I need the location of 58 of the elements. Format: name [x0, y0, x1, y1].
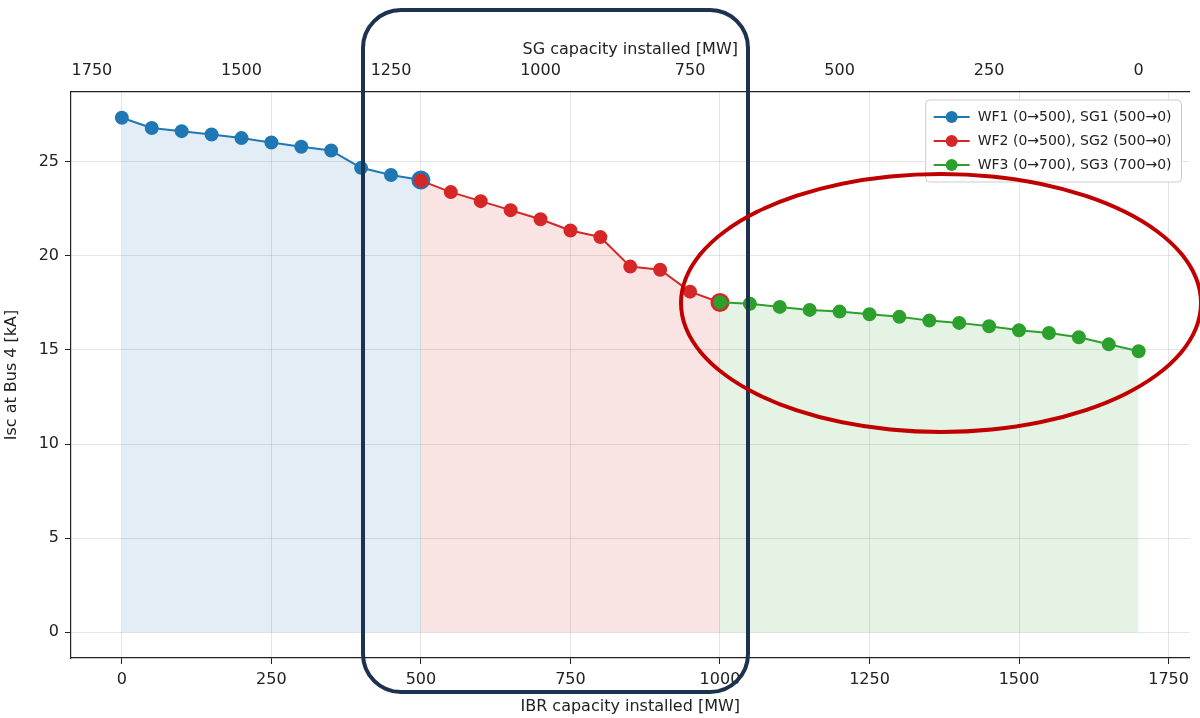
point: [174, 124, 189, 139]
x2-axis-title: SG capacity installed [MW]: [522, 38, 738, 58]
x-tick-label: 1750: [1148, 668, 1189, 688]
y-tick-label: 25: [38, 150, 59, 170]
point: [1101, 337, 1116, 352]
point: [533, 212, 548, 227]
y-tick-label: 5: [48, 527, 59, 547]
legend-label: WF2 (0→500), SG2 (500→0): [977, 131, 1172, 148]
point: [952, 315, 967, 330]
x2-tick-label: 750: [674, 59, 706, 79]
point: [982, 319, 997, 334]
x2-tick-label: 1500: [221, 59, 262, 79]
point: [324, 143, 339, 158]
point: [892, 309, 907, 324]
y-tick-label: 0: [48, 621, 59, 641]
point: [503, 203, 518, 218]
point: [144, 120, 159, 135]
x-axis-title: IBR capacity installed [MW]: [520, 695, 741, 715]
x2-tick-label: 500: [824, 59, 855, 79]
legend-label: WF3 (0→700), SG3 (700→0): [977, 155, 1172, 172]
x-tick-label: 250: [256, 668, 287, 688]
point: [1071, 330, 1086, 345]
x2-tick-label: 250: [973, 59, 1005, 79]
point: [563, 223, 578, 238]
point: [772, 299, 787, 314]
point: [1012, 323, 1027, 338]
x2-tick-label: 1000: [520, 59, 561, 79]
x-tick-label: 1500: [998, 668, 1040, 688]
x-tick-label: 750: [555, 668, 586, 688]
y-axis-title: Isc at Bus 4 [kA]: [0, 309, 20, 441]
x-tick-label: 1250: [849, 668, 890, 688]
point: [593, 230, 608, 245]
x2-tick-label: 1250: [370, 59, 412, 79]
x2-tick-label: 0: [1133, 59, 1144, 79]
point: [384, 167, 398, 182]
point: [1131, 344, 1146, 359]
point: [204, 127, 219, 142]
y-tick-label: 20: [38, 245, 59, 265]
x2-tick-label: 1750: [71, 59, 113, 79]
point: [1041, 326, 1056, 341]
point: [862, 307, 877, 322]
point: [294, 139, 309, 154]
point: [802, 302, 817, 317]
point: [623, 259, 638, 274]
point: [653, 262, 668, 277]
y-tick-label: 15: [38, 339, 59, 359]
point: [234, 131, 249, 146]
x-tick-label: 0: [116, 668, 127, 688]
point: [114, 110, 129, 125]
point: [473, 194, 488, 209]
y-tick-label: 10: [38, 433, 59, 453]
point: [683, 284, 698, 299]
point: [264, 135, 279, 150]
x-tick-label: 500: [405, 668, 437, 688]
point: [443, 185, 458, 200]
point: [922, 313, 937, 328]
point: [832, 304, 847, 319]
legend-label: WF1 (0→500), SG1 (500→0): [977, 107, 1172, 124]
